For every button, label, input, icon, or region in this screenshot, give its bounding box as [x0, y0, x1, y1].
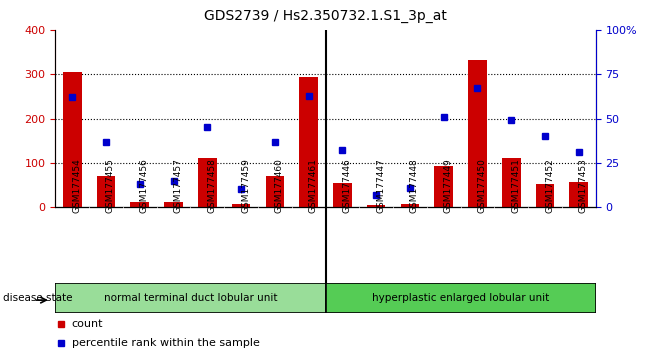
Bar: [266, 176, 284, 207]
Text: percentile rank within the sample: percentile rank within the sample: [72, 338, 259, 348]
Text: GSM177446: GSM177446: [342, 159, 352, 213]
Text: hyperplastic enlarged lobular unit: hyperplastic enlarged lobular unit: [372, 293, 549, 303]
Text: GSM177447: GSM177447: [376, 159, 385, 213]
Bar: [97, 176, 115, 207]
Text: GSM177457: GSM177457: [174, 158, 182, 213]
Bar: [367, 205, 385, 207]
Bar: [468, 60, 487, 207]
Bar: [400, 204, 419, 207]
Text: GSM177458: GSM177458: [207, 158, 216, 213]
Text: GSM177460: GSM177460: [275, 158, 284, 213]
Text: GSM177451: GSM177451: [511, 158, 520, 213]
Text: disease state: disease state: [3, 293, 73, 303]
Bar: [299, 76, 318, 207]
Text: GSM177455: GSM177455: [106, 158, 115, 213]
Text: GSM177449: GSM177449: [444, 159, 452, 213]
Text: GSM177448: GSM177448: [410, 159, 419, 213]
Bar: [164, 202, 183, 207]
Bar: [63, 72, 81, 207]
Bar: [536, 184, 554, 207]
Text: GSM177453: GSM177453: [579, 158, 588, 213]
Text: GSM177454: GSM177454: [72, 159, 81, 213]
Bar: [333, 183, 352, 207]
Bar: [130, 202, 149, 207]
Text: GSM177452: GSM177452: [545, 159, 554, 213]
Text: GSM177461: GSM177461: [309, 158, 318, 213]
Bar: [570, 182, 588, 207]
Bar: [232, 204, 251, 207]
Bar: [55, 283, 325, 313]
Bar: [502, 159, 521, 207]
Bar: [434, 166, 453, 207]
Text: GDS2739 / Hs2.350732.1.S1_3p_at: GDS2739 / Hs2.350732.1.S1_3p_at: [204, 9, 447, 23]
Text: normal terminal duct lobular unit: normal terminal duct lobular unit: [104, 293, 277, 303]
Text: GSM177450: GSM177450: [477, 158, 486, 213]
Text: GSM177456: GSM177456: [140, 158, 149, 213]
Bar: [198, 159, 217, 207]
Text: count: count: [72, 319, 103, 329]
Bar: [326, 283, 596, 313]
Text: GSM177459: GSM177459: [241, 158, 250, 213]
